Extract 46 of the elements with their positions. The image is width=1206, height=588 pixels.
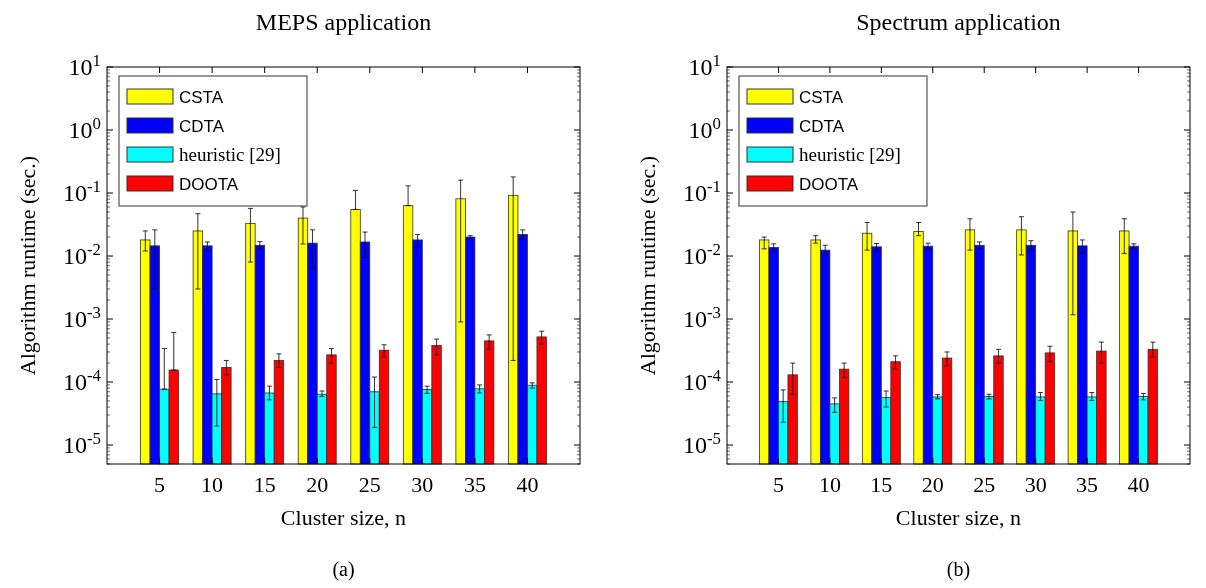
chart-title: Spectrum application bbox=[856, 9, 1061, 35]
text: (a) bbox=[332, 558, 355, 581]
y-axis-title: Algorithm runtime (sec.) bbox=[635, 155, 660, 376]
y-tick-label: 10$^{0}$ bbox=[68, 113, 101, 144]
y-tick-label: 10$^{-4}$ bbox=[63, 365, 102, 396]
y-tick-label: 10$^{-1}$ bbox=[63, 176, 101, 207]
x-tick-label: 20 bbox=[306, 472, 329, 497]
legend-label: heuristic [29] bbox=[179, 144, 281, 165]
x-tick-label: 25 bbox=[973, 472, 996, 497]
legend-label: DOOTA bbox=[179, 175, 239, 194]
legend-label: DOOTA bbox=[799, 175, 859, 194]
y-tick-label: 10$^{-3}$ bbox=[63, 302, 101, 333]
y-tick-label: 10$^{-5}$ bbox=[63, 428, 101, 459]
x-tick-label: 35 bbox=[463, 472, 486, 497]
y-tick-label: 10$^{-2}$ bbox=[63, 239, 101, 270]
y-tick-label: 10$^{-1}$ bbox=[683, 176, 721, 207]
legend-label: heuristic [29] bbox=[799, 144, 901, 165]
x-tick-label: 5 bbox=[772, 472, 784, 497]
x-tick-label: 40 bbox=[516, 472, 539, 497]
legend-label: CDTA bbox=[179, 117, 225, 136]
x-tick-label: 20 bbox=[921, 472, 944, 497]
x-tick-label: 10 bbox=[818, 472, 841, 497]
legend-label: CSTA bbox=[179, 88, 224, 107]
x-tick-label: 5 bbox=[154, 472, 166, 497]
y-axis-title: Algorithm runtime (sec.) bbox=[15, 155, 40, 376]
x-axis-title: Cluster size, n bbox=[895, 505, 1022, 530]
x-axis-title: Cluster size, n bbox=[280, 505, 407, 530]
y-tick-label: 10$^{1}$ bbox=[68, 50, 101, 80]
y-tick-label: 10$^{0}$ bbox=[688, 113, 721, 144]
chart-title: MEPS application bbox=[255, 9, 432, 35]
y-tick-label: 10$^{-2}$ bbox=[683, 239, 721, 270]
x-tick-label: 40 bbox=[1127, 472, 1150, 497]
x-tick-label: 10 bbox=[201, 472, 224, 497]
y-tick-label: 10$^{-5}$ bbox=[683, 428, 721, 459]
x-tick-label: 30 bbox=[411, 472, 434, 497]
y-tick-label: 10$^{1}$ bbox=[688, 50, 721, 80]
legend-label: CSTA bbox=[799, 88, 844, 107]
x-tick-label: 35 bbox=[1076, 472, 1099, 497]
text: (b) bbox=[946, 558, 971, 581]
y-tick-label: 10$^{-4}$ bbox=[683, 365, 722, 396]
x-tick-label: 30 bbox=[1024, 472, 1047, 497]
y-tick-label: 10$^{-3}$ bbox=[683, 302, 721, 333]
x-tick-label: 25 bbox=[358, 472, 381, 497]
x-tick-label: 15 bbox=[870, 472, 893, 497]
legend-label: CDTA bbox=[799, 117, 845, 136]
x-tick-label: 15 bbox=[253, 472, 276, 497]
